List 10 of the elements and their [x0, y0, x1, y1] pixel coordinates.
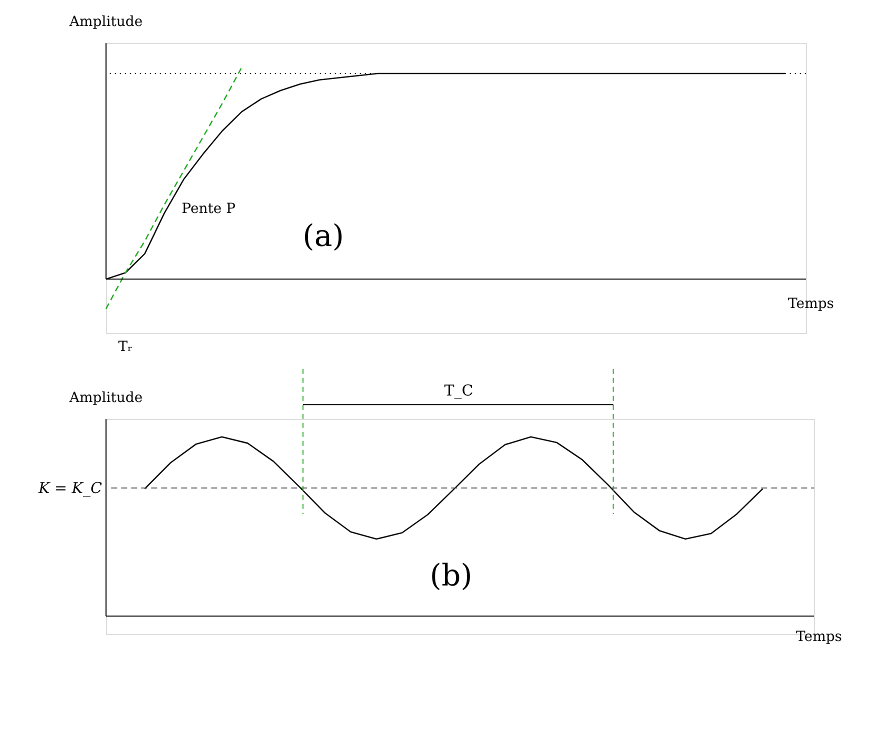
x-axis-title: Temps	[796, 629, 842, 646]
text: Tᵣ	[118, 338, 133, 355]
annotation: (a)	[302, 218, 344, 254]
text: T_C	[444, 381, 474, 400]
y-axis-title: Amplitude	[68, 390, 143, 406]
y-axis-title: Amplitude	[68, 14, 143, 30]
annotation: (b)	[430, 558, 472, 594]
annotation: Pente P	[182, 201, 236, 218]
ref-line-label: K = K_C	[38, 478, 103, 497]
x-axis-title: Temps	[788, 296, 834, 312]
